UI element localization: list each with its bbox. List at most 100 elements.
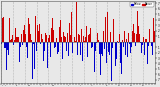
Bar (44, 42, 45, 51)
Bar (104, 42, 105, 49)
Bar (6, 42, 7, 70)
Bar (101, 42, 102, 54)
Bar (115, 42, 116, 66)
Bar (121, 42, 122, 74)
Bar (135, 39, 136, 42)
Bar (92, 42, 93, 47)
Bar (60, 20, 61, 42)
Bar (51, 28, 52, 42)
Bar (14, 40, 15, 42)
Bar (47, 42, 48, 68)
Bar (124, 31, 125, 42)
Bar (72, 42, 73, 53)
Bar (69, 23, 70, 42)
Bar (52, 18, 53, 42)
Bar (119, 34, 120, 42)
Bar (45, 33, 46, 42)
Bar (12, 35, 13, 42)
Bar (55, 42, 56, 47)
Bar (149, 29, 150, 42)
Bar (43, 42, 44, 61)
Bar (99, 42, 100, 54)
Bar (50, 42, 51, 57)
Bar (106, 42, 107, 63)
Bar (127, 42, 128, 57)
Bar (100, 42, 101, 75)
Bar (41, 34, 42, 42)
Bar (154, 31, 155, 42)
Bar (137, 11, 138, 42)
Bar (85, 37, 86, 42)
Bar (152, 42, 153, 55)
Bar (146, 39, 147, 42)
Bar (53, 30, 54, 42)
Bar (19, 42, 20, 44)
Bar (122, 40, 123, 42)
Bar (86, 26, 87, 42)
Bar (67, 33, 68, 42)
Bar (94, 42, 95, 72)
Bar (57, 42, 58, 54)
Bar (96, 42, 97, 43)
Bar (17, 37, 18, 42)
Bar (26, 42, 27, 47)
Bar (108, 42, 109, 52)
Bar (141, 42, 142, 53)
Bar (148, 38, 149, 42)
Bar (77, 42, 78, 55)
Bar (33, 42, 34, 44)
Bar (113, 42, 114, 66)
Bar (136, 34, 137, 42)
Bar (10, 40, 11, 42)
Bar (66, 42, 67, 51)
Bar (54, 42, 55, 48)
Bar (34, 42, 35, 69)
Bar (70, 26, 71, 42)
Bar (9, 18, 10, 42)
Bar (42, 39, 43, 42)
Bar (120, 42, 121, 63)
Bar (132, 31, 133, 42)
Bar (46, 35, 47, 42)
Bar (35, 33, 36, 42)
Bar (56, 38, 57, 42)
Bar (49, 35, 50, 42)
Bar (24, 42, 25, 52)
Bar (30, 34, 31, 42)
Bar (21, 34, 22, 42)
Bar (5, 42, 6, 48)
Bar (18, 37, 19, 42)
Bar (39, 24, 40, 42)
Bar (109, 42, 110, 55)
Bar (32, 26, 33, 42)
Bar (4, 42, 5, 48)
Legend: Below, Above: Below, Above (130, 2, 154, 7)
Bar (74, 37, 75, 42)
Bar (134, 33, 135, 42)
Bar (3, 17, 4, 42)
Bar (8, 42, 9, 55)
Bar (111, 42, 112, 81)
Bar (76, 2, 77, 42)
Bar (126, 39, 127, 42)
Bar (84, 41, 85, 42)
Bar (29, 24, 30, 42)
Bar (143, 42, 144, 48)
Bar (133, 24, 134, 42)
Bar (80, 42, 81, 55)
Bar (1, 42, 2, 44)
Bar (25, 34, 26, 42)
Bar (23, 30, 24, 42)
Bar (27, 42, 28, 56)
Bar (142, 42, 143, 45)
Bar (79, 35, 80, 42)
Bar (81, 29, 82, 42)
Bar (78, 34, 79, 42)
Bar (105, 17, 106, 42)
Bar (16, 42, 17, 70)
Bar (129, 42, 130, 44)
Bar (63, 32, 64, 42)
Bar (95, 42, 96, 51)
Bar (98, 40, 99, 42)
Bar (128, 33, 129, 42)
